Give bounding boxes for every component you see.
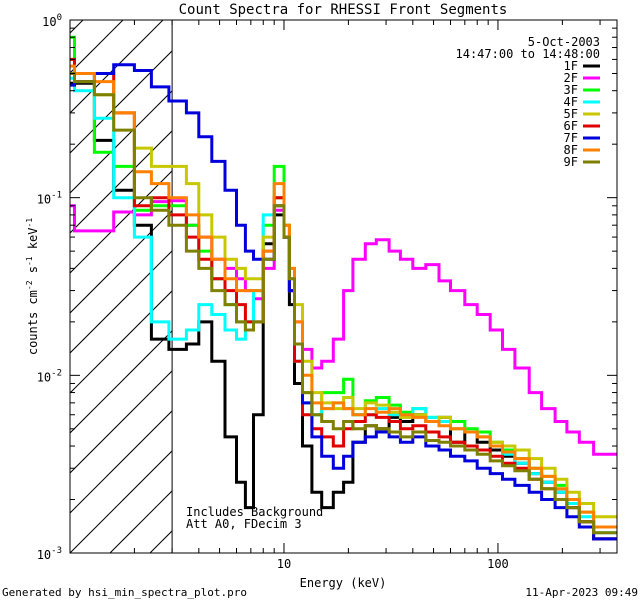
y-tick-base: 10 xyxy=(37,370,51,384)
y-tick-base: 10 xyxy=(42,15,56,29)
hatch-line xyxy=(70,210,173,314)
y-axis-label-part: s xyxy=(26,266,40,280)
hatch-line xyxy=(70,170,173,274)
hatch-line xyxy=(70,130,173,234)
y-axis-ticks xyxy=(70,19,617,554)
plot-frame xyxy=(69,19,618,554)
legend-label-8F: 8F xyxy=(564,143,578,157)
y-tick-base: 10 xyxy=(37,548,51,562)
legend-label-1F: 1F xyxy=(564,59,578,73)
generated-by-text: Generated by hsi_min_spectra_plot.pro xyxy=(2,586,247,599)
hatch-line xyxy=(70,20,124,74)
hatch-line xyxy=(70,250,173,354)
y-axis-label-part: counts cm xyxy=(26,290,40,355)
legend-label-4F: 4F xyxy=(564,95,578,109)
y-axis-label-part: keV xyxy=(26,227,40,256)
series-line-8F xyxy=(70,64,617,529)
legend-label-6F: 6F xyxy=(564,119,578,133)
series-group xyxy=(70,35,617,541)
y-axis-label-part: -2 xyxy=(25,280,34,290)
hatch-line xyxy=(109,490,173,553)
annotation-text: Includes Background xyxy=(186,505,323,519)
hatch-line xyxy=(0,20,43,553)
series-line-7F xyxy=(70,63,617,541)
legend-label-3F: 3F xyxy=(564,83,578,97)
hatch-line xyxy=(70,450,173,553)
y-axis-label-part: -1 xyxy=(25,218,34,228)
hatch-line xyxy=(230,20,640,553)
y-axis-label: counts cm-2 s-1 keV-1 xyxy=(25,218,40,355)
y-tick-label: 10-2 xyxy=(37,368,62,384)
x-tick-label: 10 xyxy=(277,557,291,571)
chart-title: Count Spectra for RHESSI Front Segments xyxy=(179,2,508,18)
x-tick-label: 100 xyxy=(487,557,509,571)
date-stamp-text: 11-Apr-2023 09:49 xyxy=(525,586,638,599)
x-axis-label: Energy (keV) xyxy=(300,576,387,590)
y-tick-exponent: -3 xyxy=(51,546,62,556)
y-tick-base: 10 xyxy=(37,193,51,207)
legend-label-7F: 7F xyxy=(564,131,578,145)
hatch-line xyxy=(70,410,173,514)
x-axis-ticks xyxy=(69,20,601,553)
y-tick-exponent: -1 xyxy=(51,191,62,201)
hatch-line xyxy=(70,90,173,194)
y-tick-label: 10-1 xyxy=(37,191,62,207)
legend-label-5F: 5F xyxy=(564,107,578,121)
hatch-region xyxy=(0,20,640,553)
y-tick-label: 10-3 xyxy=(37,546,62,562)
series-line-9F xyxy=(70,72,617,535)
y-axis-label-part: -1 xyxy=(25,256,34,266)
y-tick-exponent: 0 xyxy=(57,13,62,23)
legend-date: 5-Oct-2003 xyxy=(528,35,600,49)
hatch-line xyxy=(70,20,164,114)
hatch-line xyxy=(70,330,173,434)
hatch-line xyxy=(70,290,173,394)
y-tick-exponent: -2 xyxy=(51,368,62,378)
legend-time-range: 14:47:00 to 14:48:00 xyxy=(456,47,601,61)
y-tick-label: 100 xyxy=(42,13,62,29)
hatch-line xyxy=(70,370,173,474)
legend-label-2F: 2F xyxy=(564,71,578,85)
legend-label-9F: 9F xyxy=(564,155,578,169)
annotation-text: Att A0, FDecim 3 xyxy=(186,517,302,531)
